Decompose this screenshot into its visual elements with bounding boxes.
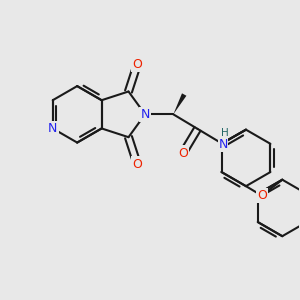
Text: N: N xyxy=(48,122,57,135)
Text: O: O xyxy=(257,189,267,202)
Text: H: H xyxy=(221,128,229,138)
Text: N: N xyxy=(140,108,150,121)
Text: N: N xyxy=(218,138,228,152)
Polygon shape xyxy=(173,93,186,114)
Text: O: O xyxy=(178,147,188,160)
Text: O: O xyxy=(132,158,142,170)
Text: O: O xyxy=(132,58,142,71)
